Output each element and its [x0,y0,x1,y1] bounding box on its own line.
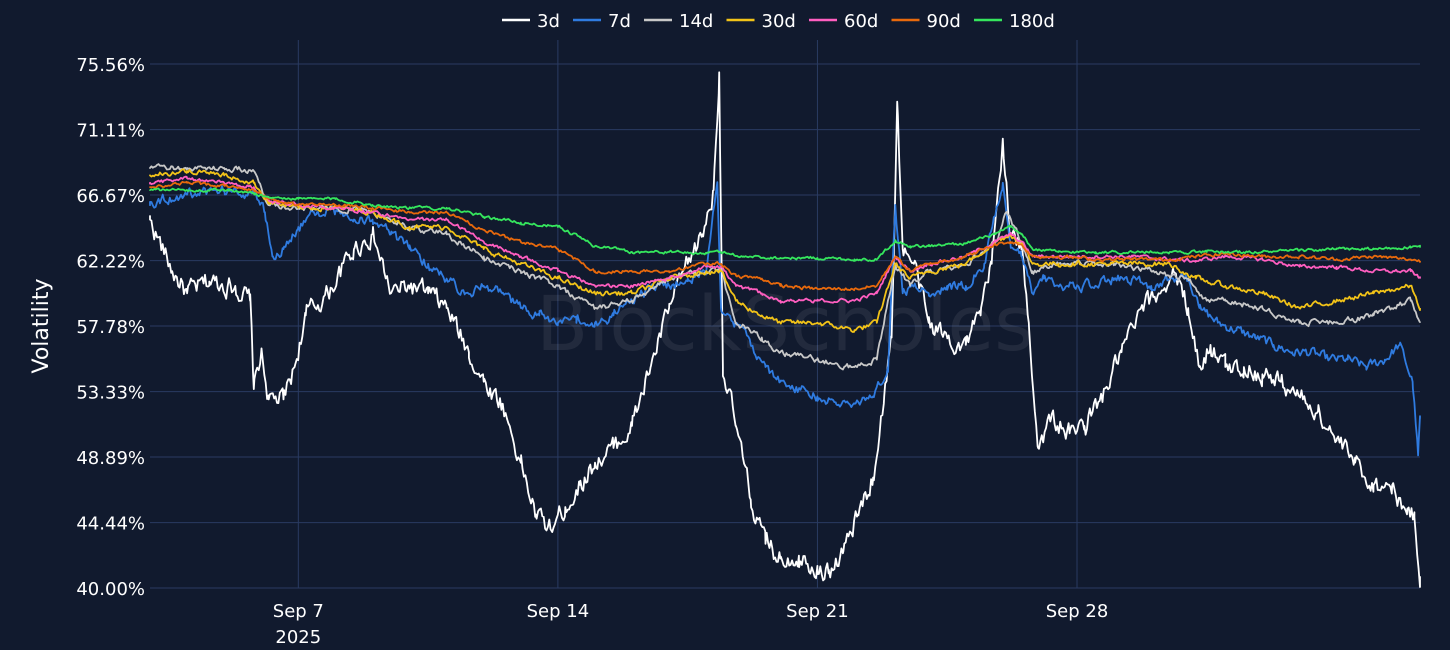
y-tick-label: 48.89% [76,448,145,469]
legend-label-7d[interactable]: 7d [608,11,631,32]
legend-label-3d[interactable]: 3d [537,11,560,32]
series-line-180d [149,187,1421,262]
x-tick-label: Sep 21 [786,601,849,622]
y-tick-label: 75.56% [76,55,145,76]
x-tick-year-label: 2025 [275,627,321,648]
y-tick-label: 44.44% [76,514,145,535]
y-tick-label: 40.00% [76,579,145,600]
y-tick-label: 71.11% [76,121,145,142]
legend: 3d 7d 14d 30d 60d 90d 180d [502,11,1055,32]
y-tick-label: 62.22% [76,252,145,273]
legend-label-60d[interactable]: 60d [844,11,878,32]
grid [150,40,1420,589]
y-tick-label: 57.78% [76,317,145,338]
series-group [149,71,1421,588]
series-line-90d [149,180,1421,292]
series-line-14d [149,163,1421,371]
y-tick-label: 66.67% [76,186,145,207]
x-tick-label: Sep 28 [1046,601,1109,622]
y-tick-label: 53.33% [76,383,145,404]
legend-label-30d[interactable]: 30d [762,11,796,32]
y-axis-title: Volatility [29,278,54,373]
series-line-60d [149,175,1421,304]
series-line-7d [149,181,1421,457]
legend-label-180d[interactable]: 180d [1009,11,1055,32]
legend-label-90d[interactable]: 90d [927,11,961,32]
y-axis: 40.00% 44.44% 48.89% 53.33% 57.78% 62.22% 66.6… [76,55,145,600]
legend-label-14d[interactable]: 14d [679,11,713,32]
x-tick-label: Sep 14 [527,601,590,622]
x-tick-label: Sep 7 [273,601,324,622]
series-line-3d [149,71,1421,588]
x-axis: Sep 7 2025 Sep 14 Sep 21 Sep 28 [273,601,1109,648]
